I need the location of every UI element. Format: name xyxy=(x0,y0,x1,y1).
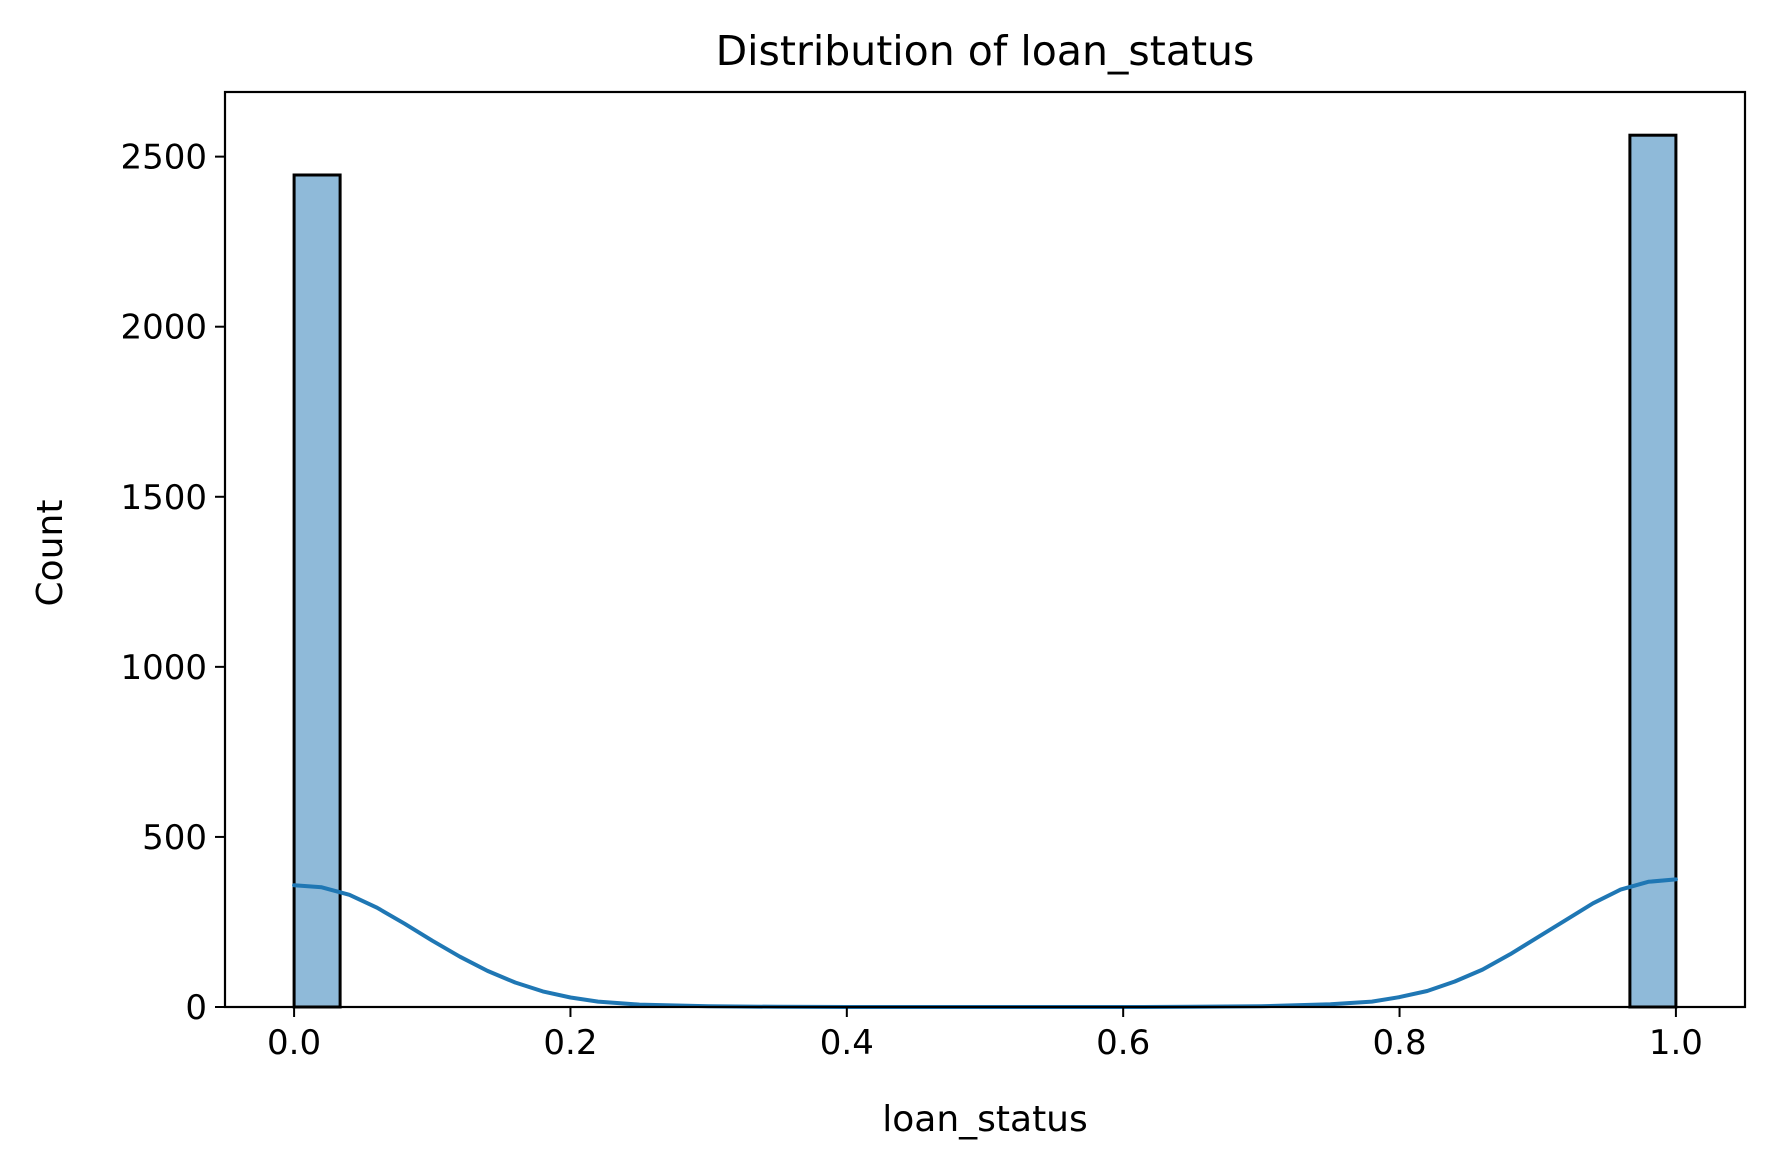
x-tick-label: 0.4 xyxy=(820,1023,874,1063)
y-tick-label: 0 xyxy=(185,988,207,1028)
histogram-bar-0 xyxy=(292,173,342,1009)
y-tick-label: 1500 xyxy=(120,478,207,518)
y-axis-label: Count xyxy=(30,500,71,607)
x-tick-label: 0.0 xyxy=(267,1023,321,1063)
x-tick-label: 1.0 xyxy=(1649,1023,1703,1063)
x-tick-label: 0.6 xyxy=(1096,1023,1150,1063)
y-tick-label: 500 xyxy=(142,818,207,858)
x-axis-ticks: 0.0 0.2 0.4 0.6 0.8 1.0 xyxy=(267,1007,1703,1063)
y-axis-ticks: 0 500 1000 1500 2000 2500 xyxy=(120,138,225,1028)
plot-area-frame xyxy=(223,90,1747,1009)
bars-layer xyxy=(292,133,1678,1009)
chart-title: Distribution of loan_status xyxy=(716,27,1255,75)
histogram-bar-1 xyxy=(1628,133,1678,1009)
x-tick-label: 0.2 xyxy=(543,1023,597,1063)
y-tick-label: 2000 xyxy=(120,308,207,348)
y-tick-label: 1000 xyxy=(120,648,207,688)
x-axis-label: loan_status xyxy=(882,1099,1088,1140)
x-tick-label: 0.8 xyxy=(1373,1023,1427,1063)
y-tick-label: 2500 xyxy=(120,138,207,178)
